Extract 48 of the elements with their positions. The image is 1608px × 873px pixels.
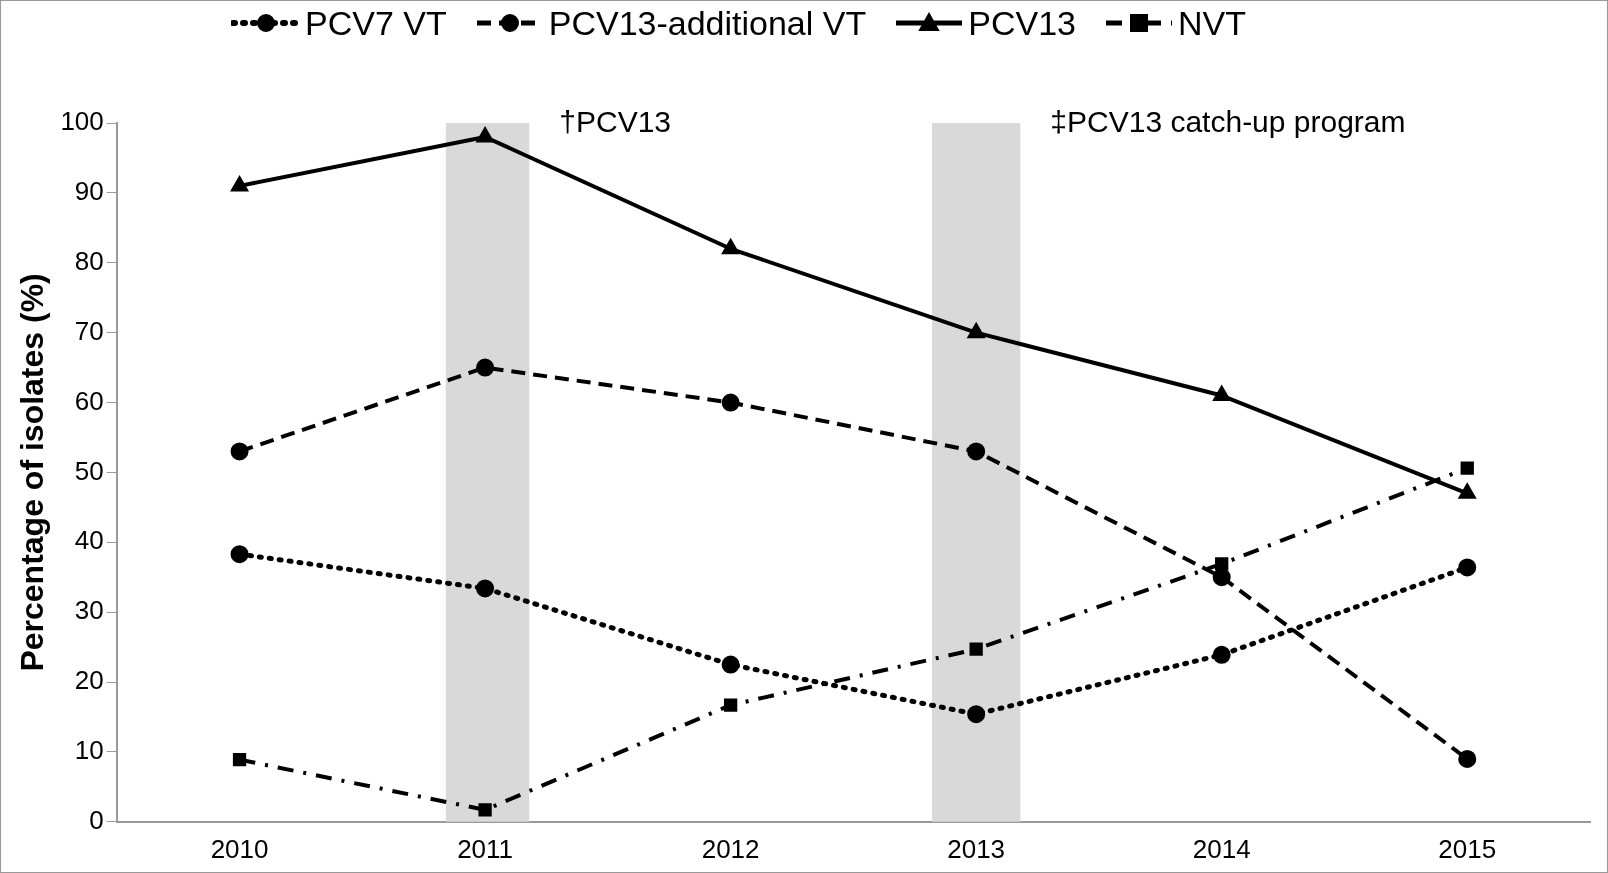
point (1212, 645, 1231, 664)
y-tick-label: 20 (74, 665, 104, 696)
point (1460, 461, 1474, 475)
point (721, 393, 740, 412)
point (967, 705, 986, 724)
legend-label: PCV13-additional VT (548, 3, 867, 43)
point (967, 322, 985, 339)
point (969, 642, 983, 656)
band-label: †PCV13 (559, 105, 672, 139)
y-tick-label: 50 (74, 455, 104, 486)
legend-label: PCV13 (968, 3, 1076, 43)
point (1458, 483, 1477, 499)
y-tick-label: 30 (74, 595, 104, 626)
band-label: ‡PCV13 catch-up program (1050, 105, 1406, 139)
point (476, 358, 495, 377)
point (1458, 558, 1477, 577)
point (967, 442, 986, 461)
x-tick-label: 2015 (1438, 833, 1497, 864)
y-tick-label: 0 (89, 804, 104, 835)
point (230, 545, 249, 564)
y-tick-label: 60 (74, 385, 104, 416)
point (1212, 385, 1231, 402)
legend-label: NVT (1177, 3, 1246, 43)
y-tick-label: 40 (74, 525, 104, 556)
point (478, 803, 492, 817)
point (476, 579, 495, 598)
point (721, 238, 740, 255)
x-tick-label: 2012 (701, 833, 760, 864)
legend-label: PCV7 VT (305, 3, 447, 43)
x-tick-label: 2013 (947, 833, 1006, 864)
point (1212, 568, 1231, 587)
y-tick-label: 100 (60, 106, 104, 137)
point (232, 752, 247, 767)
point (1215, 557, 1229, 571)
point (230, 175, 249, 192)
y-axis-title: Percentage of isolates (%) (14, 273, 51, 672)
y-tick-label: 90 (74, 176, 104, 207)
x-tick-label: 2010 (210, 833, 269, 864)
point (1458, 749, 1477, 768)
point (721, 655, 740, 674)
y-tick-label: 10 (74, 735, 104, 766)
y-tick-label: 80 (74, 245, 104, 276)
point (476, 126, 494, 143)
x-tick-label: 2014 (1192, 833, 1251, 864)
x-tick-label: 2011 (457, 833, 514, 864)
point (230, 442, 249, 461)
point (723, 698, 738, 712)
y-tick-label: 70 (74, 315, 104, 346)
